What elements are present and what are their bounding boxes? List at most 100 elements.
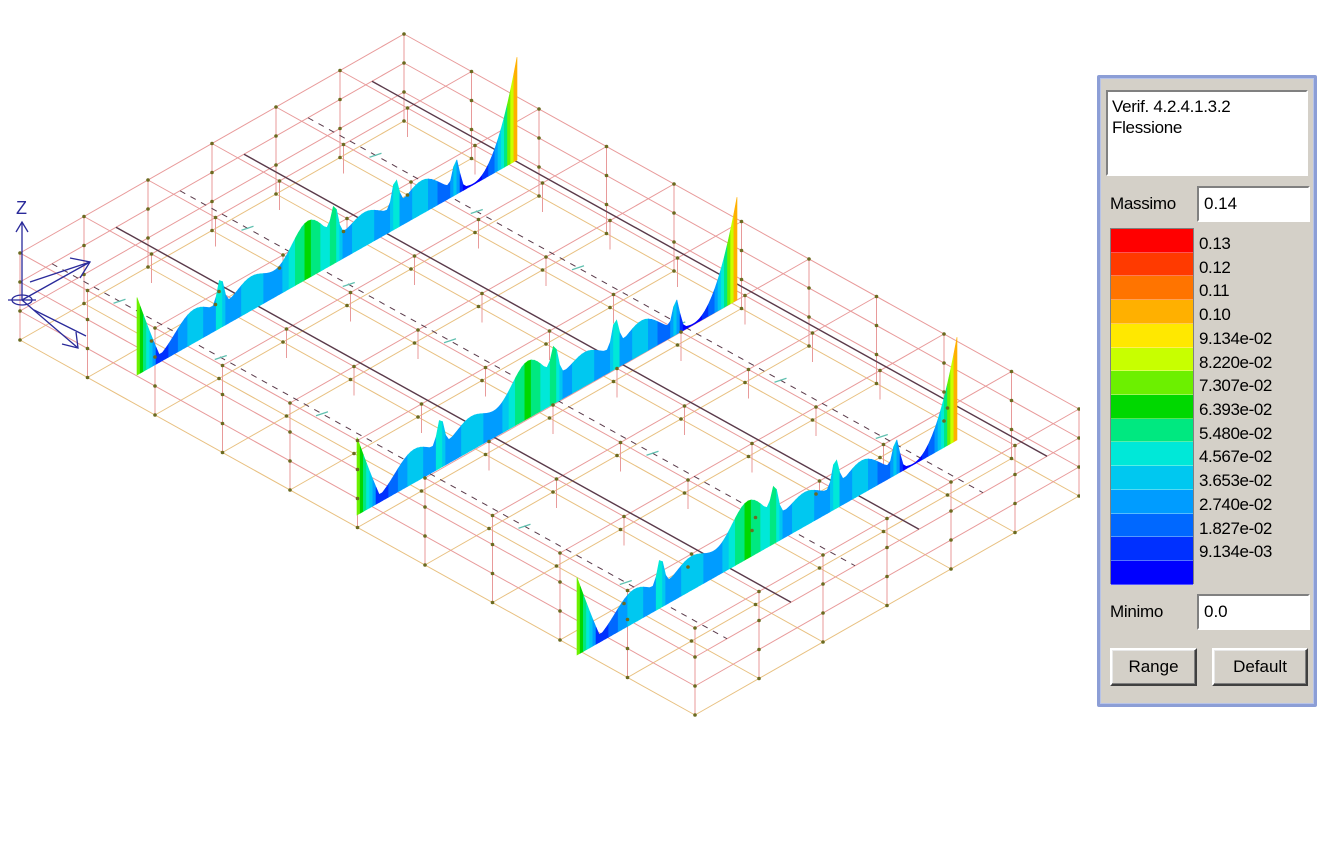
moment-diagram-segment — [668, 576, 673, 604]
range-button[interactable]: Range — [1110, 648, 1197, 686]
moment-diagram-segment — [342, 229, 347, 260]
color-swatch — [1111, 252, 1193, 277]
moment-diagram-segment — [146, 323, 150, 371]
color-swatch — [1111, 395, 1193, 419]
moment-diagram-segment — [676, 299, 681, 335]
moment-diagram — [136, 57, 518, 376]
frame-node — [355, 525, 360, 530]
moment-diagram-segment — [369, 471, 374, 509]
moment-diagram-segment — [833, 459, 837, 511]
moment-diagram-segment — [581, 351, 586, 389]
moment-diagram-segment — [864, 458, 869, 493]
color-swatch — [1111, 347, 1193, 372]
frame-node — [341, 229, 346, 234]
frame-node — [338, 155, 342, 160]
frame-node — [942, 332, 946, 336]
moment-diagram-segment — [896, 439, 901, 475]
moment-diagram-segment — [304, 220, 309, 281]
min-value-field[interactable]: 0.0 — [1197, 594, 1310, 630]
load-arrow — [315, 411, 329, 417]
frame-node — [604, 231, 609, 236]
moment-diagram-segment — [549, 346, 554, 407]
moment-diagram-segment — [486, 412, 491, 443]
frame-node — [153, 413, 157, 417]
frame-node — [874, 381, 879, 386]
color-swatch — [1111, 418, 1193, 443]
scale-value-label: 2.740e-02 — [1199, 494, 1272, 514]
moment-diagram-segment — [511, 378, 516, 428]
frame-node — [284, 327, 289, 331]
frame-node — [355, 438, 360, 443]
max-value-field[interactable]: 0.14 — [1197, 186, 1310, 222]
color-swatch — [1111, 276, 1193, 301]
frame-node — [693, 655, 697, 659]
frame-node — [18, 251, 22, 255]
frame-node — [885, 574, 889, 579]
frame-node — [345, 303, 349, 308]
axis-gizmo: Z — [8, 198, 92, 349]
moment-diagram-segment — [839, 472, 844, 507]
moment-diagram-segment — [798, 493, 803, 531]
moment-diagram-segment — [372, 479, 377, 507]
moment-diagram-segment — [393, 179, 397, 231]
frame-node — [149, 252, 154, 256]
moment-diagram-segment — [158, 352, 163, 363]
moment-diagram-segment — [165, 342, 169, 360]
moment-diagram-segment — [598, 632, 603, 643]
frame-node — [672, 269, 676, 273]
legend-title-box: Verif. 4.2.4.1.3.2 Flessione — [1106, 90, 1308, 176]
frame-node — [874, 294, 879, 299]
moment-diagram-segment — [470, 414, 475, 452]
structure-viewport[interactable]: Z — [0, 0, 1080, 856]
moment-diagram-segment — [687, 556, 692, 593]
moment-diagram-segment — [521, 362, 526, 423]
moment-diagram-segment — [553, 345, 557, 405]
primary-beam — [371, 80, 1048, 457]
moment-diagram-segment — [394, 467, 399, 495]
default-button[interactable]: Default — [1212, 648, 1308, 686]
frame-node — [1077, 407, 1080, 411]
moment-diagram-segment — [397, 462, 402, 493]
frame-node — [753, 515, 758, 520]
moment-diagram-segment — [703, 552, 708, 584]
frame-node — [487, 439, 491, 444]
scale-value-label: 1.827e-02 — [1199, 518, 1272, 538]
moment-diagram-segment — [440, 182, 445, 204]
frame-node — [672, 240, 676, 244]
frame-node — [1009, 398, 1014, 403]
frame-node — [874, 352, 879, 357]
frame-node — [423, 476, 427, 480]
moment-diagram-segment — [527, 359, 532, 419]
frame-node — [544, 342, 548, 346]
frame-node — [1077, 465, 1080, 469]
moment-diagram-segment — [638, 319, 643, 357]
frame-node — [750, 528, 754, 533]
moment-diagram-segment — [489, 410, 494, 441]
moment-diagram-segment — [269, 270, 274, 301]
frame-node — [288, 488, 292, 492]
frame-node — [469, 127, 474, 132]
moment-diagram-segment — [776, 489, 780, 543]
moment-diagram-segment — [445, 434, 450, 466]
frame-node — [547, 329, 552, 333]
frame-node — [739, 277, 744, 282]
moment-diagram-segment — [795, 496, 799, 532]
moment-diagram-segment — [733, 197, 738, 303]
frame-node — [878, 455, 882, 460]
frame-node — [338, 126, 342, 131]
moment-diagram-segment — [371, 209, 375, 243]
moment-diagram-segment — [659, 560, 663, 609]
moment-diagram-segment — [276, 265, 280, 297]
moment-diagram-segment — [375, 486, 380, 505]
moment-diagram-segment — [738, 506, 742, 565]
frame-node — [554, 477, 559, 481]
moment-diagram-segment — [136, 297, 141, 376]
moment-diagram-segment — [720, 256, 725, 310]
frame-node — [490, 571, 495, 576]
frame-node — [412, 341, 417, 345]
moment-diagram-segment — [744, 500, 749, 561]
frame-node — [821, 611, 825, 615]
moment-diagram-segment — [323, 226, 328, 270]
color-swatch — [1111, 323, 1193, 348]
frame-node — [210, 141, 214, 146]
